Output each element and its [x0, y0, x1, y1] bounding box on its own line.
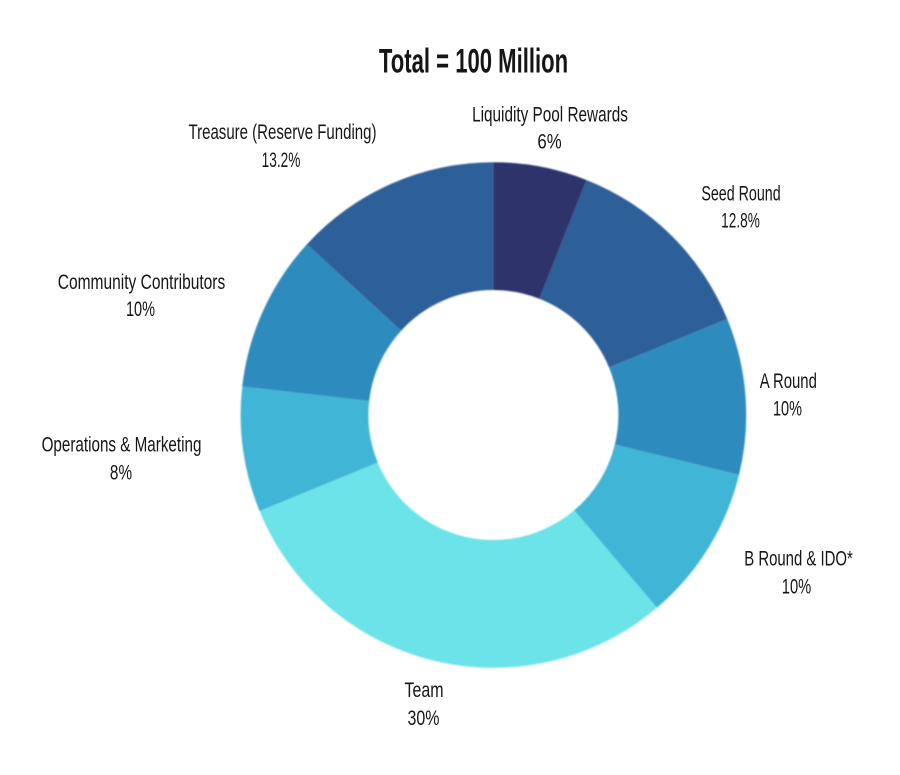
svg-text:Operations & Marketing: Operations & Marketing	[42, 432, 202, 456]
svg-text:Community Contributors: Community Contributors	[58, 270, 226, 294]
svg-text:30%: 30%	[408, 706, 440, 730]
svg-text:Total = 100 Million: Total = 100 Million	[379, 43, 568, 81]
svg-text:Team: Team	[404, 678, 443, 702]
svg-text:10%: 10%	[773, 397, 802, 420]
svg-text:10%: 10%	[126, 297, 155, 320]
svg-text:Treasure (Reserve Funding): Treasure (Reserve Funding)	[188, 119, 376, 143]
svg-text:12.8%: 12.8%	[721, 209, 760, 233]
svg-text:8%: 8%	[110, 460, 132, 484]
svg-text:Seed Round: Seed Round	[701, 182, 780, 205]
svg-text:Liquidity Pool Rewards: Liquidity Pool Rewards	[472, 102, 628, 126]
svg-text:6%: 6%	[537, 131, 561, 154]
svg-text:10%: 10%	[782, 575, 811, 598]
svg-text:A Round: A Round	[760, 370, 817, 393]
svg-text:13.2%: 13.2%	[262, 148, 301, 172]
svg-text:B Round & IDO*: B Round & IDO*	[744, 547, 853, 570]
